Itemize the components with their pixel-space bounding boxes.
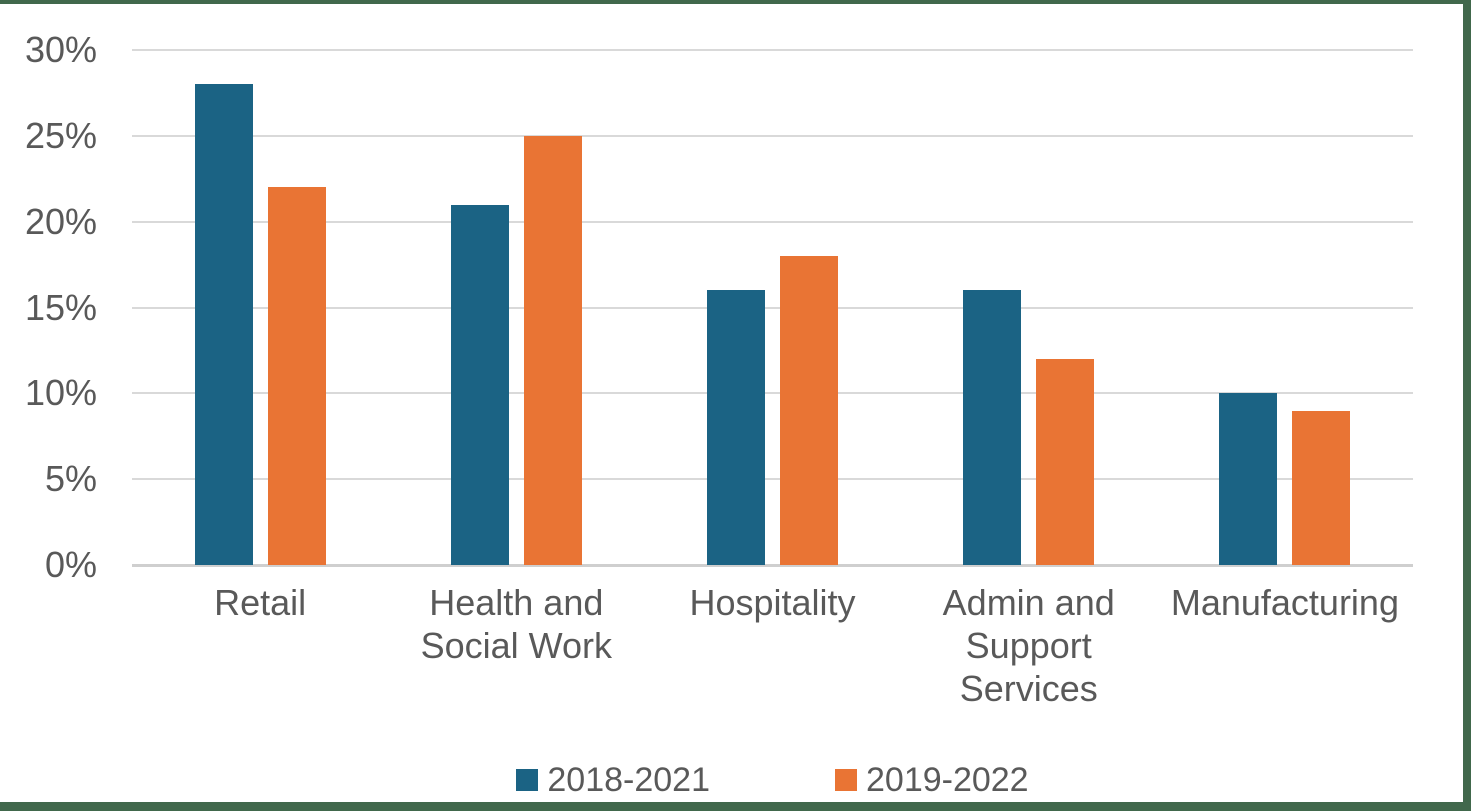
- plot-area: [132, 49, 1413, 567]
- bar-2019-2022: [1036, 359, 1095, 565]
- x-axis-labels: Retail Health and Social Work Hospitality A…: [132, 581, 1413, 711]
- bar-2018-2021: [450, 204, 509, 565]
- bar-group: [901, 50, 1157, 565]
- category-label-cell: Admin and Support Services: [901, 581, 1157, 711]
- bar-2019-2022: [780, 256, 838, 565]
- bar-2018-2021: [707, 290, 765, 565]
- ytick-label: 25%: [24, 114, 97, 156]
- category-label: Health and Social Work: [420, 582, 612, 667]
- bar-chart: 0% 5% 10% 15% 20% 25% 30% Retail Health and Soc…: [0, 4, 1463, 797]
- legend-label: 2018-2021: [547, 760, 710, 799]
- ytick-label: 0%: [44, 544, 97, 585]
- bar-2018-2021: [1219, 393, 1278, 565]
- bar-2019-2022: [1292, 410, 1351, 565]
- bar-2018-2021: [963, 290, 1022, 565]
- ytick-label: 15%: [24, 286, 97, 328]
- bar-2018-2021: [194, 84, 253, 565]
- plot-row: 0% 5% 10% 15% 20% 25% 30%: [0, 32, 1463, 583]
- bar-group: [1157, 50, 1413, 565]
- category-label-cell: Retail: [132, 581, 388, 711]
- bar-group: [644, 50, 900, 565]
- y-axis: 0% 5% 10% 15% 20% 25% 30%: [0, 32, 132, 583]
- gridline: [132, 478, 1413, 481]
- legend-swatch-2018-2021: [516, 768, 539, 791]
- x-axis-line: [132, 564, 1413, 567]
- ytick-label: 10%: [24, 372, 97, 414]
- gridline: [132, 306, 1413, 309]
- category-label-cell: Hospitality: [644, 581, 900, 711]
- ytick-label: 20%: [24, 200, 97, 242]
- gridline: [132, 392, 1413, 395]
- legend-item-2018-2021: 2018-2021: [516, 763, 710, 797]
- category-label: Hospitality: [689, 582, 856, 623]
- gridline: [132, 134, 1413, 137]
- legend-item-2019-2022: 2019-2022: [835, 763, 1029, 797]
- legend: 2018-2021 2019-2022: [132, 763, 1413, 797]
- legend-label: 2019-2022: [866, 760, 1029, 799]
- bar-group: [132, 50, 388, 565]
- category-label: Manufacturing: [1170, 582, 1399, 623]
- category-label-cell: Manufacturing: [1157, 581, 1413, 711]
- category-label-cell: Health and Social Work: [388, 581, 644, 711]
- bar-2019-2022: [523, 135, 582, 565]
- bars-row: [132, 50, 1413, 565]
- legend-swatch-2019-2022: [835, 768, 857, 791]
- ytick-label: 5%: [44, 458, 97, 500]
- category-label: Retail: [214, 582, 307, 623]
- ytick-label: 30%: [24, 29, 97, 70]
- bar-group: [388, 50, 644, 565]
- category-label: Admin and Support Services: [942, 582, 1115, 710]
- bar-2019-2022: [267, 187, 326, 565]
- gridline: [132, 49, 1413, 51]
- gridline: [132, 220, 1413, 223]
